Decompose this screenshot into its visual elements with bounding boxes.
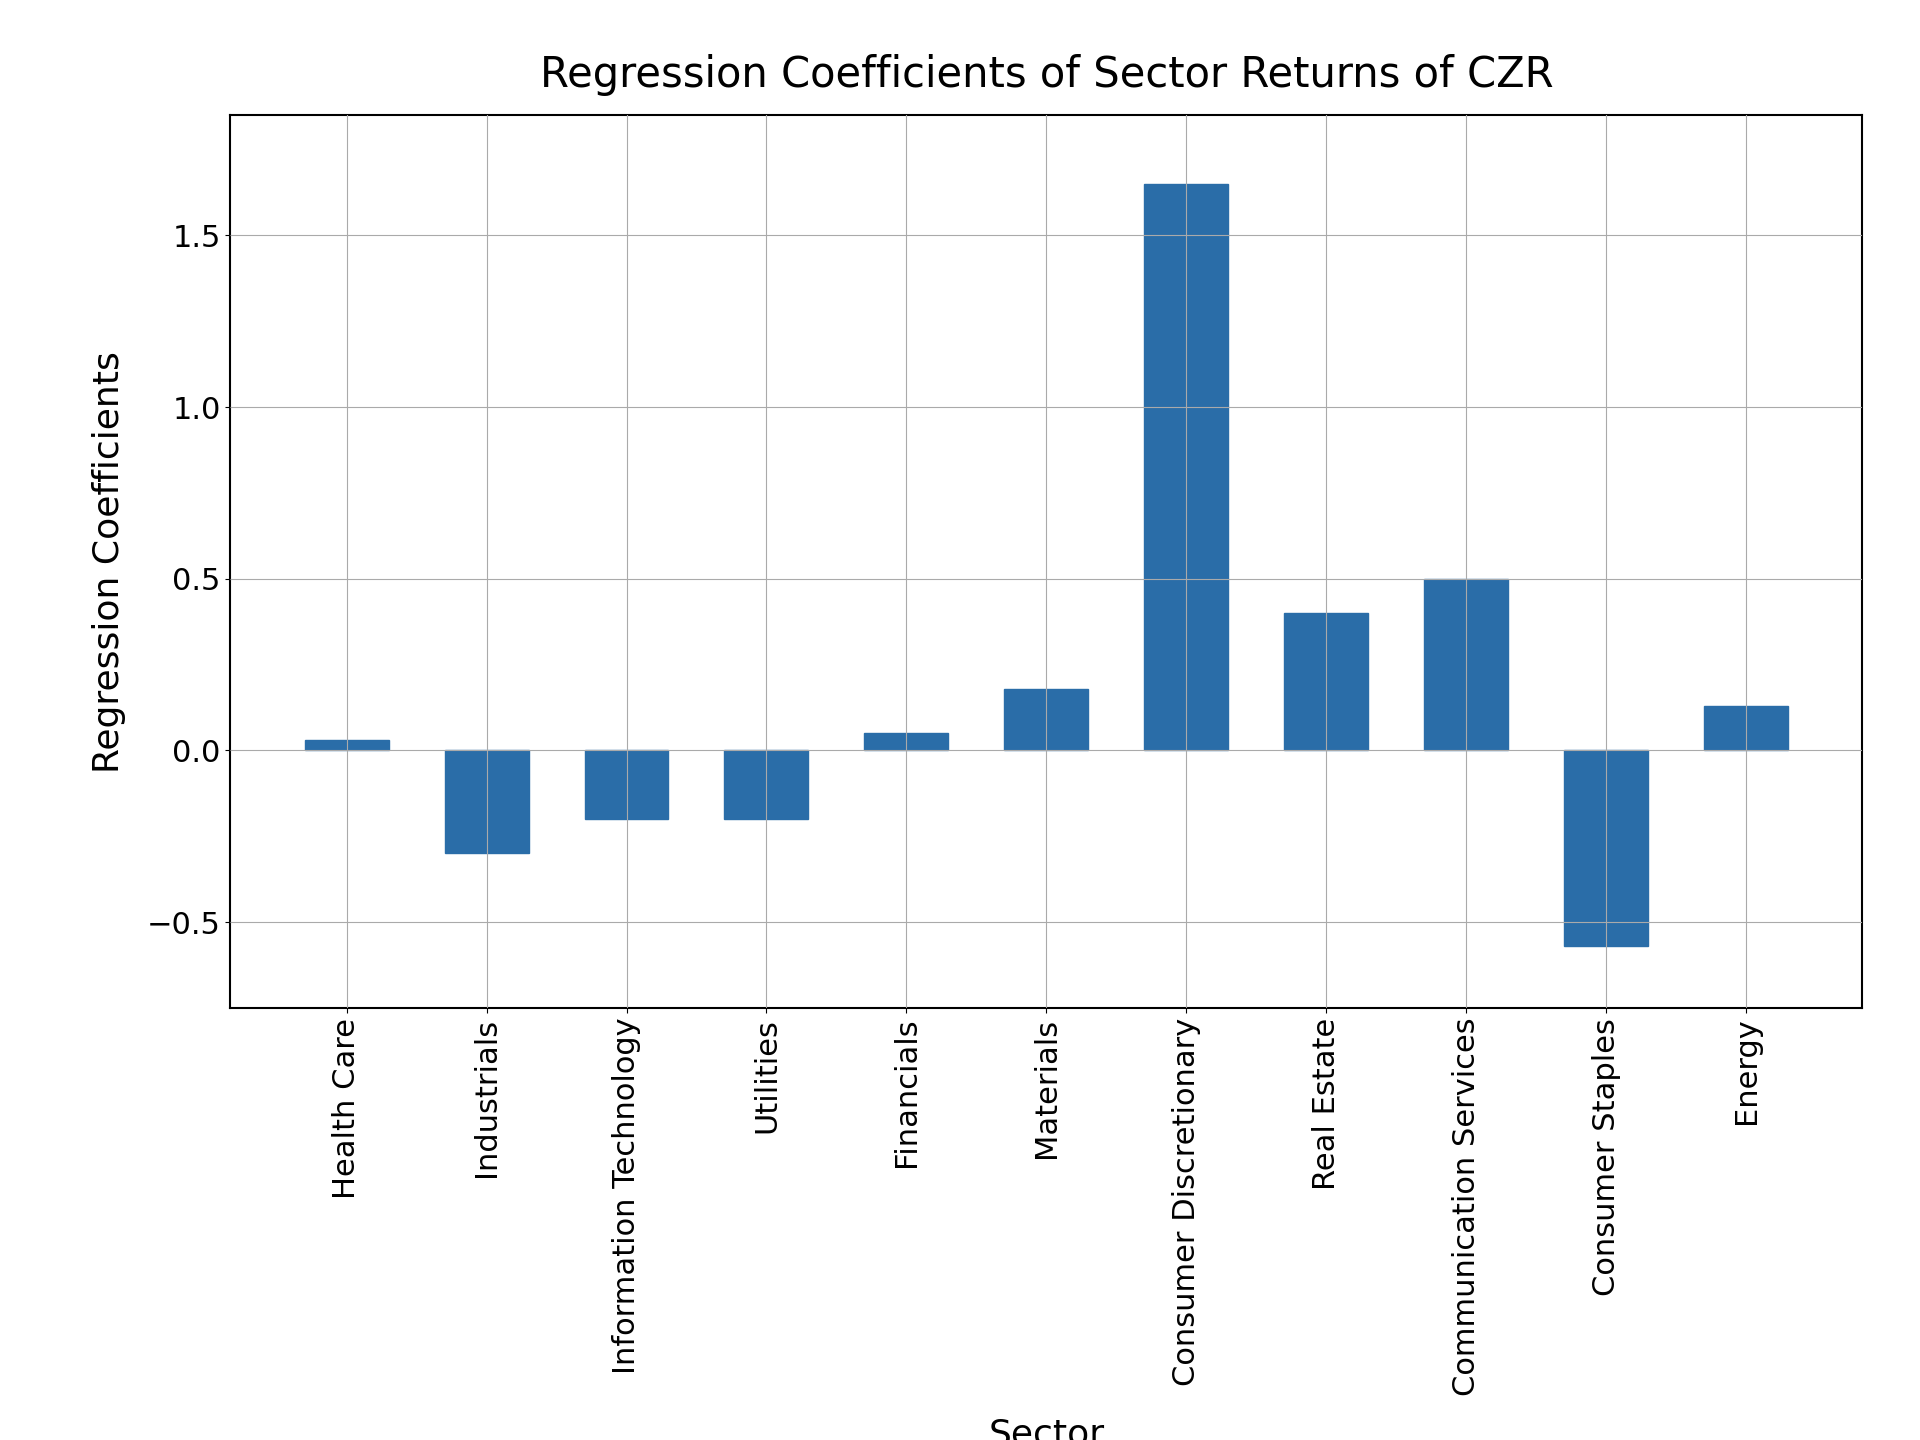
Title: Regression Coefficients of Sector Returns of CZR: Regression Coefficients of Sector Return… bbox=[540, 55, 1553, 96]
Bar bbox=[1004, 688, 1089, 750]
Bar bbox=[1425, 579, 1509, 750]
Y-axis label: Regression Coefficients: Regression Coefficients bbox=[92, 351, 127, 772]
Bar bbox=[584, 750, 668, 819]
Bar bbox=[305, 740, 388, 750]
Bar bbox=[864, 733, 948, 750]
Bar bbox=[445, 750, 528, 854]
X-axis label: Sector: Sector bbox=[989, 1417, 1104, 1440]
Bar bbox=[1565, 750, 1647, 946]
Bar bbox=[724, 750, 808, 819]
Bar bbox=[1705, 706, 1788, 750]
Bar bbox=[1284, 613, 1369, 750]
Bar bbox=[1144, 184, 1229, 750]
